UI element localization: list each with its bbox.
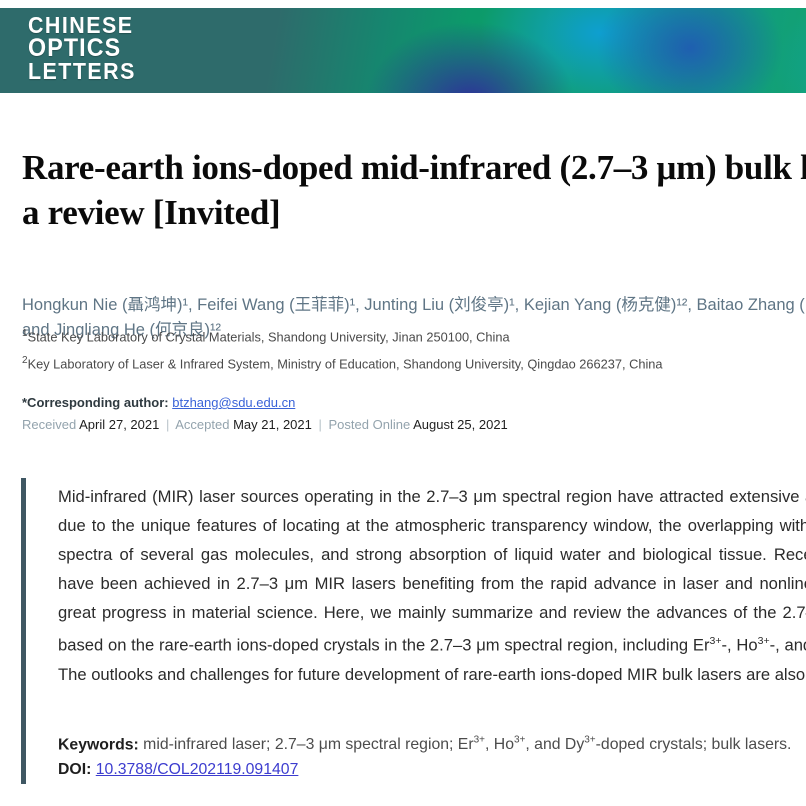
corresponding-author: *Corresponding author: btzhang@sdu.edu.c… — [22, 392, 295, 413]
date-separator: | — [318, 417, 322, 432]
journal-masthead-banner: CHINESE OPTICS LETTERS — [0, 8, 806, 93]
author-list: Hongkun Nie (聶鸿坤)¹, Feifei Wang (王菲菲)¹, … — [22, 268, 806, 343]
affiliation-marker: 1 — [22, 328, 28, 339]
keywords-value: mid-infrared laser; 2.7–3 μm spectral re… — [143, 735, 792, 754]
journal-logo-line-letters: LETTERS — [28, 58, 136, 84]
affiliation-text: Key Laboratory of Laser & Infrared Syste… — [27, 356, 663, 372]
abstract-text: Mid-infrared (MIR) laser sources operati… — [58, 487, 806, 684]
date-separator: | — [165, 417, 170, 432]
affiliation-text: State Key Laboratory of Crystal Material… — [27, 329, 510, 345]
abstract-accent-rule — [21, 478, 26, 784]
accepted-value: May 21, 2021 — [233, 417, 312, 432]
affiliation-marker: 2 — [22, 355, 28, 367]
posted-online-value: August 25, 2021 — [413, 417, 508, 432]
doi-line: DOI: 10.3788/COL202119.091407 — [58, 757, 298, 782]
received-label: Received — [22, 417, 77, 432]
journal-logo-line-chinese: CHINESE — [28, 12, 134, 38]
author-names: Hongkun Nie (聶鸿坤)¹, Feifei Wang (王菲菲)¹, … — [22, 296, 806, 339]
keywords-line: Keywords: mid-infrared laser; 2.7–3 μm s… — [58, 728, 806, 757]
doi-link[interactable]: 10.3788/COL202119.091407 — [95, 761, 299, 778]
affiliation-row: 2Key Laboratory of Laser & Infrared Syst… — [22, 349, 806, 376]
doi-label: DOI: — [58, 761, 92, 778]
corresponding-author-label: *Corresponding author: — [22, 395, 169, 410]
posted-online-label: Posted Online — [328, 417, 411, 432]
affiliation-list: 1State Key Laboratory of Crystal Materia… — [22, 322, 806, 377]
journal-logo: CHINESE OPTICS LETTERS — [28, 14, 136, 83]
journal-logo-line-optics: OPTICS — [28, 34, 122, 62]
page-title: Rare-earth ions-doped mid-infrared (2.7–… — [22, 148, 806, 233]
publication-dates: Received April 27, 2021 | Accepted May 2… — [22, 414, 508, 435]
corresponding-author-email-link[interactable]: btzhang@sdu.edu.cn — [172, 395, 296, 410]
keywords-label: Keywords: — [58, 736, 139, 754]
received-value: April 27, 2021 — [79, 417, 160, 432]
accepted-label: Accepted — [175, 417, 230, 432]
affiliation-row: 1State Key Laboratory of Crystal Materia… — [22, 322, 806, 349]
